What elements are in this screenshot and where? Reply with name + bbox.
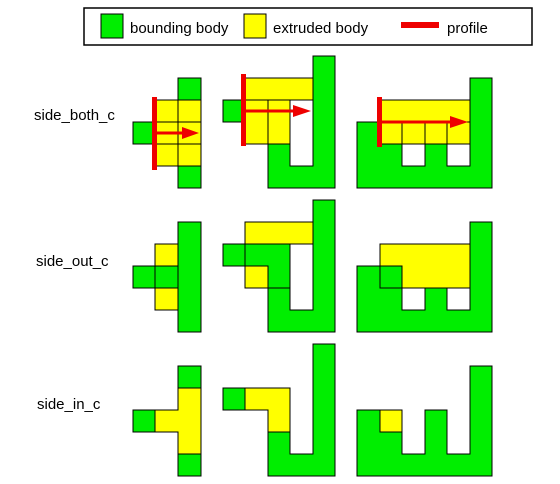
- extruded-body-cell: [178, 388, 201, 454]
- figure-side-out-c-3: [356, 221, 493, 333]
- profile-bar: [152, 97, 157, 170]
- bounding-body-cell: [447, 454, 470, 476]
- bounding-body-cell: [290, 310, 313, 332]
- bounding-body-cell: [447, 166, 470, 188]
- bounding-body-cell: [402, 454, 425, 476]
- bounding-body-cell: [178, 454, 201, 476]
- extruded-body-cell: [245, 222, 313, 244]
- bounding-body-cell: [178, 166, 201, 188]
- figure-side-out-c-1: [132, 221, 202, 333]
- extruded-body-cell: [245, 388, 268, 410]
- bounding-body-cell: [425, 144, 447, 188]
- extruded-body-cell: [268, 388, 290, 432]
- outline-stroke: [155, 99, 201, 167]
- profile-arrow-icon: [293, 105, 311, 117]
- figure-side-both-c-1: [132, 77, 202, 189]
- bounding-body-cell: [425, 410, 447, 476]
- row-label-side-out-c: side_out_c: [36, 253, 109, 270]
- bounding-body-cell: [133, 122, 155, 144]
- figure-side-in-c-3: [356, 365, 493, 477]
- legend-profile-label: profile: [447, 20, 488, 37]
- figure-side-in-c-2: [222, 343, 336, 477]
- outline-stroke: [222, 199, 336, 333]
- bounding-body-cell: [402, 310, 425, 332]
- bounding-body-cell: [290, 166, 313, 188]
- outline-stroke: [177, 221, 202, 333]
- legend: bounding body extruded body profile: [83, 7, 533, 46]
- legend-bounding-swatch: [100, 13, 124, 39]
- figure-side-in-c-1: [132, 365, 202, 477]
- bounding-body-cell: [290, 454, 313, 476]
- outline-stroke: [132, 265, 179, 289]
- outline-stroke: [132, 365, 202, 477]
- outline-stroke: [222, 387, 246, 411]
- figure-side-both-c-2: [222, 55, 336, 189]
- bounding-body-cell: [357, 410, 380, 476]
- legend-bounding-label: bounding body: [130, 20, 229, 37]
- profile-arrow-icon: [182, 127, 199, 139]
- legend-extruded-swatch: [243, 13, 267, 39]
- bounding-body-cell: [470, 222, 492, 332]
- bounding-body-cell: [313, 344, 335, 476]
- outline-stroke: [245, 99, 290, 144]
- bounding-body-cell: [402, 166, 425, 188]
- bounding-body-cell: [357, 122, 380, 188]
- bounding-body-cell: [178, 78, 201, 100]
- bounding-body-cell: [425, 288, 447, 332]
- bounding-body-cell: [380, 144, 402, 188]
- bounding-body-cell: [313, 200, 335, 332]
- bounding-body-cell: [268, 266, 290, 332]
- bounding-body-cell: [447, 310, 470, 332]
- legend-profile-swatch: [401, 22, 439, 28]
- bounding-body-cell: [268, 432, 290, 476]
- bounding-body-cell: [380, 432, 402, 476]
- outline-stroke: [356, 365, 493, 477]
- profile-arrow-icon: [450, 116, 468, 128]
- bounding-body-cell: [470, 78, 492, 188]
- outline-stroke: [154, 387, 201, 455]
- legend-extruded-label: extruded body: [273, 20, 369, 37]
- row-label-side-both-c: side_both_c: [34, 107, 115, 124]
- bounding-body-cell: [178, 222, 201, 332]
- outline-stroke: [267, 343, 336, 477]
- figure-side-both-c-3: [356, 77, 493, 189]
- extruded-body-cell: [290, 78, 313, 100]
- bounding-body-cell: [313, 56, 335, 188]
- bounding-body-cell: [223, 244, 290, 266]
- legend-frame: [83, 7, 533, 46]
- bounding-body-cell: [268, 144, 290, 188]
- bounding-body-cell: [133, 410, 155, 432]
- outline-stroke: [356, 221, 493, 333]
- bounding-body-cell: [223, 388, 245, 410]
- bounding-body-cell: [223, 100, 245, 122]
- extruded-body-cell: [380, 410, 402, 432]
- extruded-body-cell: [155, 410, 178, 432]
- row-label-side-in-c: side_in_c: [37, 396, 101, 413]
- bounding-body-cell: [470, 366, 492, 476]
- figure-side-out-c-2: [222, 199, 336, 333]
- bounding-body-cell: [178, 366, 201, 388]
